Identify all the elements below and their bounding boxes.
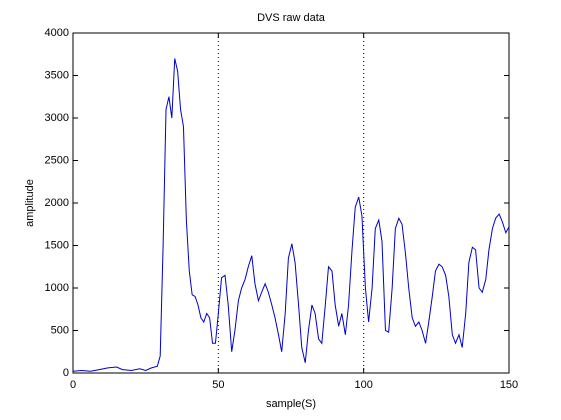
- chart-title: DVS raw data: [257, 12, 326, 24]
- x-axis-label: sample(S): [266, 398, 316, 410]
- y-tick-label: 4000: [45, 27, 69, 39]
- x-tick-label: 50: [212, 379, 224, 391]
- y-tick-label: 2500: [45, 154, 69, 166]
- y-tick-label: 1500: [45, 239, 69, 251]
- y-axis-label: amplitude: [24, 179, 36, 227]
- y-tick-label: 3000: [45, 112, 69, 124]
- data-line: [72, 58, 510, 372]
- y-tick-label: 2000: [45, 197, 69, 209]
- y-tick-label: 3500: [45, 69, 69, 81]
- plot-area: [72, 32, 510, 374]
- x-tick-label: 0: [70, 379, 76, 391]
- y-tick-label: 0: [63, 367, 69, 379]
- y-tick-label: 1000: [45, 282, 69, 294]
- x-tick-label: 100: [354, 379, 372, 391]
- x-tick-label: 150: [500, 379, 518, 391]
- y-tick-label: 500: [51, 324, 69, 336]
